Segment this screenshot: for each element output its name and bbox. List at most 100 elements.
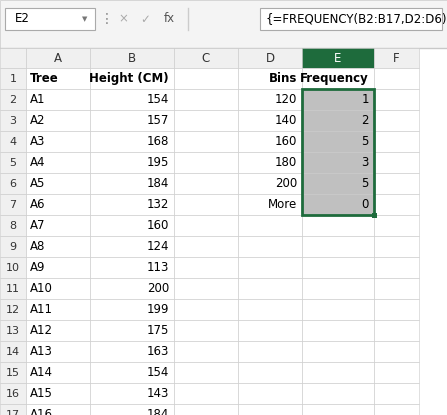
Bar	[90, 278, 174, 299]
Text: 113: 113	[147, 261, 169, 274]
Bar	[374, 278, 419, 299]
Bar	[0, 48, 26, 68]
Bar	[374, 68, 419, 89]
Bar	[302, 173, 374, 194]
Bar	[90, 341, 174, 362]
Text: A10: A10	[30, 282, 53, 295]
Bar	[0, 320, 26, 341]
Text: E2: E2	[15, 12, 30, 25]
Bar	[26, 194, 90, 215]
Bar	[0, 236, 26, 257]
Text: 8: 8	[9, 220, 17, 230]
Text: 132: 132	[147, 198, 169, 211]
Bar	[238, 215, 302, 236]
Bar	[90, 320, 174, 341]
Bar	[174, 320, 238, 341]
Bar	[238, 320, 302, 341]
Text: 1: 1	[362, 93, 369, 106]
Bar	[0, 194, 26, 215]
Text: 9: 9	[9, 242, 17, 251]
Text: 1: 1	[9, 73, 17, 83]
Bar	[26, 215, 90, 236]
Bar	[26, 404, 90, 415]
Bar	[174, 299, 238, 320]
Text: {=FREQUENCY(B2:B17,D2:D6)}: {=FREQUENCY(B2:B17,D2:D6)}	[266, 12, 447, 25]
Bar	[302, 48, 374, 68]
Bar	[174, 215, 238, 236]
Bar	[238, 131, 302, 152]
Text: D: D	[266, 51, 274, 64]
Bar	[90, 362, 174, 383]
Text: 160: 160	[274, 135, 297, 148]
Text: 5: 5	[9, 158, 17, 168]
Text: A1: A1	[30, 93, 46, 106]
Bar	[90, 404, 174, 415]
Bar	[374, 299, 419, 320]
Bar	[26, 236, 90, 257]
Bar	[238, 110, 302, 131]
Bar	[0, 299, 26, 320]
Bar	[374, 320, 419, 341]
Bar	[238, 152, 302, 173]
Bar	[26, 173, 90, 194]
Bar	[0, 278, 26, 299]
Text: 0: 0	[362, 198, 369, 211]
Bar	[5, 8, 95, 30]
Bar	[302, 320, 374, 341]
Text: 157: 157	[147, 114, 169, 127]
Bar	[302, 194, 374, 215]
Bar	[174, 278, 238, 299]
Bar	[302, 299, 374, 320]
Text: 200: 200	[147, 282, 169, 295]
Bar	[302, 362, 374, 383]
Bar	[174, 404, 238, 415]
Text: A14: A14	[30, 366, 53, 379]
Bar	[174, 110, 238, 131]
Bar	[238, 362, 302, 383]
Bar	[302, 341, 374, 362]
Text: ✓: ✓	[140, 12, 150, 25]
Bar	[238, 68, 302, 89]
Text: ⋮: ⋮	[100, 12, 114, 26]
Bar	[26, 48, 90, 68]
Bar	[90, 68, 174, 89]
Text: 16: 16	[6, 388, 20, 398]
Bar	[174, 68, 238, 89]
Bar	[238, 173, 302, 194]
Text: 14: 14	[6, 347, 20, 356]
Bar	[90, 299, 174, 320]
Bar	[174, 194, 238, 215]
Text: Tree: Tree	[30, 72, 59, 85]
Text: 12: 12	[6, 305, 20, 315]
Bar	[238, 89, 302, 110]
Bar	[374, 383, 419, 404]
Bar	[302, 236, 374, 257]
Bar	[302, 404, 374, 415]
Text: 154: 154	[147, 93, 169, 106]
Text: ▼: ▼	[82, 16, 88, 22]
Text: 2: 2	[362, 114, 369, 127]
Text: 140: 140	[274, 114, 297, 127]
Text: Bins: Bins	[269, 72, 297, 85]
Bar	[374, 362, 419, 383]
Bar	[374, 236, 419, 257]
Bar	[90, 236, 174, 257]
Bar	[0, 341, 26, 362]
Bar	[0, 215, 26, 236]
Text: A5: A5	[30, 177, 46, 190]
Bar	[374, 152, 419, 173]
Text: 5: 5	[362, 135, 369, 148]
Bar	[174, 48, 238, 68]
Bar	[174, 152, 238, 173]
Bar	[0, 110, 26, 131]
Bar	[238, 48, 302, 68]
Text: 15: 15	[6, 368, 20, 378]
Bar	[90, 48, 174, 68]
Bar	[302, 257, 374, 278]
Text: A9: A9	[30, 261, 46, 274]
Bar	[0, 404, 26, 415]
Bar	[174, 362, 238, 383]
Bar	[0, 89, 26, 110]
Bar	[0, 362, 26, 383]
Bar	[26, 362, 90, 383]
